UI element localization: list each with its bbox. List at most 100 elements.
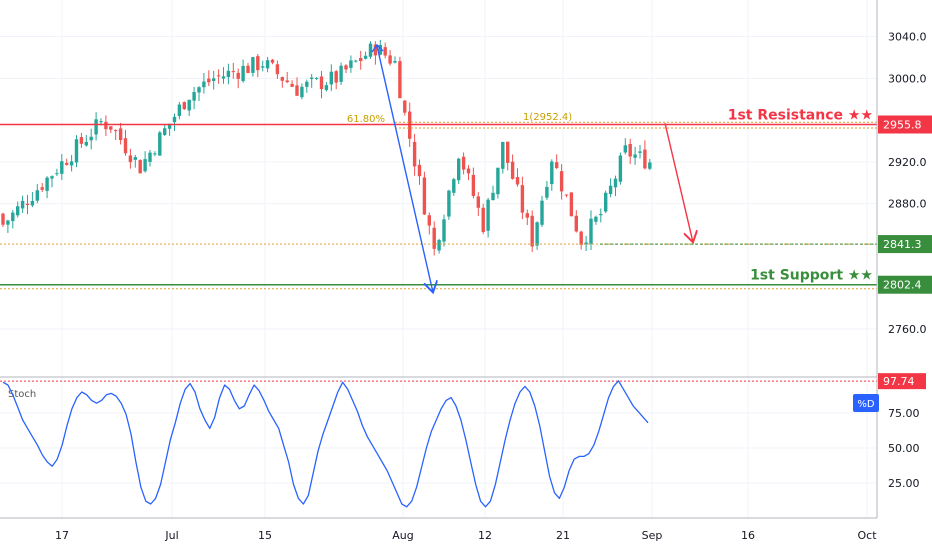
candle-body-85 — [417, 164, 422, 177]
candle-body-118 — [579, 231, 583, 245]
candle-body-90 — [442, 219, 446, 242]
candle-body-33 — [163, 128, 167, 135]
candle-body-5 — [25, 203, 30, 206]
support-price-tag-bg — [878, 275, 932, 294]
candle-body-76 — [373, 44, 378, 56]
candle-body-0 — [1, 213, 5, 225]
candle-body-70 — [344, 65, 348, 70]
time-tick-3: Aug — [392, 529, 413, 542]
candle-body-92 — [452, 179, 456, 193]
candle-body-15 — [74, 139, 79, 163]
price-axis-bg — [877, 0, 932, 550]
candle-body-48 — [236, 72, 240, 79]
candle-body-130 — [638, 151, 642, 153]
candle-body-44 — [216, 75, 221, 77]
candle-body-55 — [270, 59, 275, 63]
candle-body-129 — [633, 154, 637, 158]
candle-body-36 — [177, 104, 182, 116]
stoch-label: Stoch — [8, 389, 36, 400]
resistance-label: 1st Resistance ★★ — [728, 107, 873, 123]
candle-body-6 — [30, 200, 35, 206]
candle-body-113 — [555, 162, 559, 169]
projection-arrows — [371, 43, 693, 292]
stoch-series-tag: %D — [857, 399, 875, 410]
candle-body-25 — [123, 138, 128, 154]
candle-body-52 — [256, 56, 260, 71]
candle-body-66 — [324, 85, 329, 91]
candle-body-20 — [99, 121, 103, 123]
candle-body-84 — [412, 141, 417, 167]
candle-body-53 — [261, 66, 265, 68]
price-candles — [1, 39, 652, 256]
candle-body-39 — [192, 92, 196, 101]
candle-body-100 — [491, 192, 495, 200]
candle-body-104 — [510, 161, 515, 179]
stoch-series-tag-bg — [853, 394, 879, 412]
candle-body-68 — [334, 71, 338, 83]
candle-body-101 — [496, 167, 500, 195]
candle-body-120 — [589, 218, 593, 244]
candle-body-40 — [197, 87, 201, 93]
stoch-tick-0: 75.00 — [888, 407, 920, 420]
candle-body-132 — [648, 162, 652, 169]
resistance-price-tag: 2955.8 — [883, 118, 922, 131]
candle-body-28 — [138, 160, 142, 174]
candle-body-86 — [422, 177, 427, 215]
candle-body-23 — [114, 130, 118, 132]
candle-body-29 — [143, 159, 147, 172]
candle-body-91 — [447, 190, 451, 217]
candle-body-37 — [182, 102, 186, 110]
candle-body-46 — [226, 70, 231, 78]
price-tick-4: 2760.0 — [888, 323, 927, 336]
candle-body-80 — [393, 61, 397, 63]
fib-arrow-start — [371, 43, 384, 53]
candle-body-105 — [515, 177, 520, 185]
time-tick-1: Jul — [164, 529, 178, 542]
stoch-d-line — [2, 380, 649, 508]
time-tick-4: 12 — [478, 529, 492, 542]
candle-body-61 — [300, 86, 304, 98]
candle-body-94 — [461, 156, 466, 170]
candle-body-115 — [564, 194, 569, 196]
candle-body-59 — [290, 83, 294, 87]
candle-body-69 — [339, 65, 343, 82]
candle-body-122 — [599, 214, 603, 216]
price-tick-1: 3000.0 — [888, 72, 927, 85]
fib-level-label: 61.80% — [347, 114, 385, 125]
candle-body-42 — [207, 78, 211, 83]
candle-body-75 — [368, 43, 373, 57]
candle-body-24 — [118, 128, 123, 141]
support-resistance-levels: 1st Resistance ★★ 61.80% 1(2952.4) 1st Supp… — [0, 107, 877, 290]
candle-body-116 — [569, 192, 574, 217]
candle-body-19 — [94, 119, 98, 135]
candle-body-47 — [231, 71, 235, 73]
candle-body-71 — [349, 60, 353, 68]
candle-body-30 — [148, 152, 152, 162]
candle-body-2 — [11, 212, 15, 222]
candle-body-111 — [545, 186, 549, 198]
candle-body-4 — [20, 200, 25, 209]
candle-body-60 — [295, 85, 299, 96]
stoch-level-tag-bg — [878, 373, 926, 390]
candle-body-99 — [486, 199, 490, 231]
candle-body-89 — [437, 239, 441, 251]
candle-body-35 — [172, 116, 177, 123]
pivot-price-tag: 2841.3 — [883, 238, 922, 251]
candle-body-26 — [128, 155, 133, 163]
candle-body-108 — [530, 215, 534, 247]
candle-body-7 — [35, 190, 39, 201]
candle-body-72 — [354, 60, 358, 62]
time-tick-8: Oct — [857, 529, 877, 542]
candle-body-63 — [310, 77, 314, 79]
stoch-tick-2: 25.00 — [888, 477, 920, 490]
candle-body-45 — [221, 76, 226, 79]
candle-body-106 — [520, 185, 525, 213]
fib-arrow — [376, 45, 433, 292]
candle-body-41 — [202, 81, 206, 88]
candle-body-124 — [608, 185, 613, 195]
candle-body-93 — [457, 158, 461, 181]
support-price-tag: 2802.4 — [883, 279, 922, 292]
candle-body-123 — [604, 192, 608, 212]
candle-body-43 — [212, 78, 216, 81]
